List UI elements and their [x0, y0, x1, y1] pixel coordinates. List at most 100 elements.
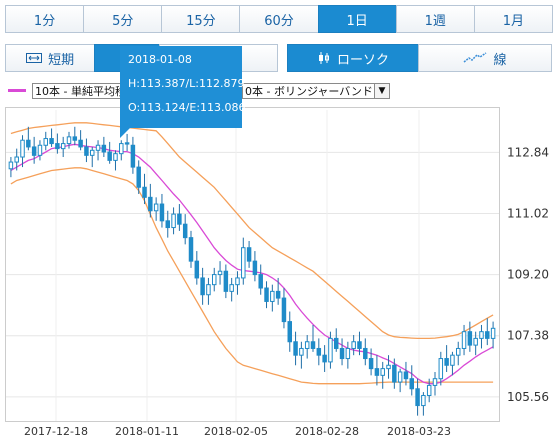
- candle-label: ローソク: [336, 52, 389, 68]
- line-label: 線: [493, 52, 507, 68]
- candle-body: [14, 156, 19, 163]
- bb-select[interactable]: 0本 - ボリンジャーバンド+1 ▼: [242, 83, 390, 99]
- candle-body: [49, 138, 54, 145]
- line-button[interactable]: 線: [418, 44, 552, 72]
- candle-body: [485, 331, 490, 339]
- candle-body: [275, 290, 281, 299]
- candle-body: [397, 371, 403, 383]
- plot-frame: [5, 107, 500, 422]
- candle-body: [438, 358, 444, 380]
- candle-body: [153, 203, 159, 212]
- tab-timeframe[interactable]: 1日: [317, 5, 397, 33]
- short-range-label: 短期: [48, 52, 75, 68]
- candle-body: [304, 341, 310, 349]
- candle-body: [89, 149, 95, 156]
- candle-body: [357, 341, 362, 349]
- candle-body: [461, 331, 467, 349]
- tab-timeframe[interactable]: 60分: [239, 5, 319, 33]
- candle-body: [211, 274, 217, 286]
- candle-body: [20, 139, 25, 158]
- price-tooltip: 2018-01-08 H:113.387/L:112.879 O:113.124…: [120, 46, 246, 138]
- candle-body: [171, 213, 176, 229]
- candle-body: [316, 347, 322, 356]
- candle-body: [235, 277, 240, 286]
- y-tick-label: 111.02: [507, 206, 549, 220]
- candle-body: [363, 347, 368, 360]
- candle-body: [310, 341, 316, 349]
- candle-body: [246, 247, 252, 262]
- candle-body: [165, 220, 171, 229]
- tab-timeframe[interactable]: 1分: [5, 5, 85, 33]
- y-tick-label: 109.20: [507, 268, 549, 282]
- candle-body: [107, 151, 112, 161]
- candle-body: [368, 358, 374, 370]
- candle-body: [345, 347, 351, 360]
- candle-body: [328, 337, 333, 363]
- candle-body: [78, 139, 83, 148]
- candle-body: [159, 203, 165, 222]
- ma-line: [10, 143, 494, 385]
- candle-body: [55, 143, 60, 150]
- candle-body: [8, 161, 14, 170]
- candle-body: [200, 277, 205, 296]
- candle-body: [84, 146, 89, 156]
- chart-type-toggle: ローソク 線: [287, 44, 552, 72]
- candle-body: [258, 274, 263, 289]
- candle-body: [194, 260, 200, 279]
- candle-body: [293, 341, 298, 356]
- y-axis: 105.56 107.38 109.20 111.02 112.84: [507, 145, 549, 404]
- candle-body: [124, 142, 130, 145]
- candle-body: [339, 347, 345, 360]
- candle-button[interactable]: ローソク: [287, 44, 419, 72]
- y-tick-label: 105.56: [507, 390, 549, 404]
- short-range-button[interactable]: 短期: [5, 44, 96, 72]
- candle-body: [136, 166, 141, 188]
- candle-body: [241, 247, 246, 279]
- line-chart-icon: [464, 52, 487, 63]
- x-axis: 2017-12-18 2018-01-11 2018-02-05 2018-02-28…: [24, 425, 451, 438]
- candle-body: [217, 270, 223, 276]
- candle-body: [60, 143, 66, 150]
- bb-select-label: 0本 - ボリンジャーバンド+1: [245, 85, 390, 98]
- candlestick-icon: [318, 52, 329, 64]
- tab-timeframe[interactable]: 1週: [395, 5, 475, 33]
- candle-body: [415, 388, 420, 407]
- candle-body: [479, 331, 484, 339]
- candle-body: [66, 136, 72, 145]
- candle-body: [444, 358, 449, 366]
- timeframe-tabs: 1分 5分 15分 60分 1日 1週 1月: [5, 5, 553, 35]
- candle-body: [403, 371, 409, 380]
- x-tick-label: 2018-02-28: [295, 425, 359, 438]
- candle-body: [374, 368, 380, 376]
- ma-select[interactable]: 10本 - 単純平均移: [32, 83, 122, 99]
- candle-body: [31, 146, 37, 156]
- x-tick-label: 2018-01-11: [115, 425, 179, 438]
- x-tick-label: 2018-03-23: [387, 425, 451, 438]
- expand-arrows-icon: [26, 53, 43, 63]
- y-tick-label: 107.38: [507, 329, 549, 343]
- ma-select-label: 10本 - 単純平均移: [35, 85, 122, 98]
- ma-legend-swatch: [8, 89, 26, 92]
- candle-body: [299, 347, 304, 356]
- candle-body: [473, 337, 478, 346]
- candle-body: [188, 237, 194, 262]
- candle-body: [130, 144, 136, 168]
- candle-body: [281, 297, 287, 323]
- candle-body: [380, 368, 385, 376]
- candle-body: [392, 364, 397, 383]
- chevron-down-icon[interactable]: ▼: [374, 84, 389, 98]
- tooltip-open-end: O:113.124/E:113.086: [128, 101, 246, 114]
- candles: [8, 126, 496, 416]
- candle-body: [26, 139, 31, 148]
- tab-timeframe[interactable]: 1月: [473, 5, 553, 33]
- candle-body: [455, 347, 461, 356]
- candle-body: [333, 337, 339, 349]
- candle-body: [409, 378, 415, 390]
- lower-band-line: [10, 167, 494, 385]
- candle-body: [182, 223, 188, 239]
- candle-body: [72, 136, 78, 141]
- candle-body: [37, 144, 43, 156]
- tab-timeframe[interactable]: 5分: [83, 5, 163, 33]
- tab-timeframe[interactable]: 15分: [161, 5, 241, 33]
- upper-band-line: [10, 122, 494, 340]
